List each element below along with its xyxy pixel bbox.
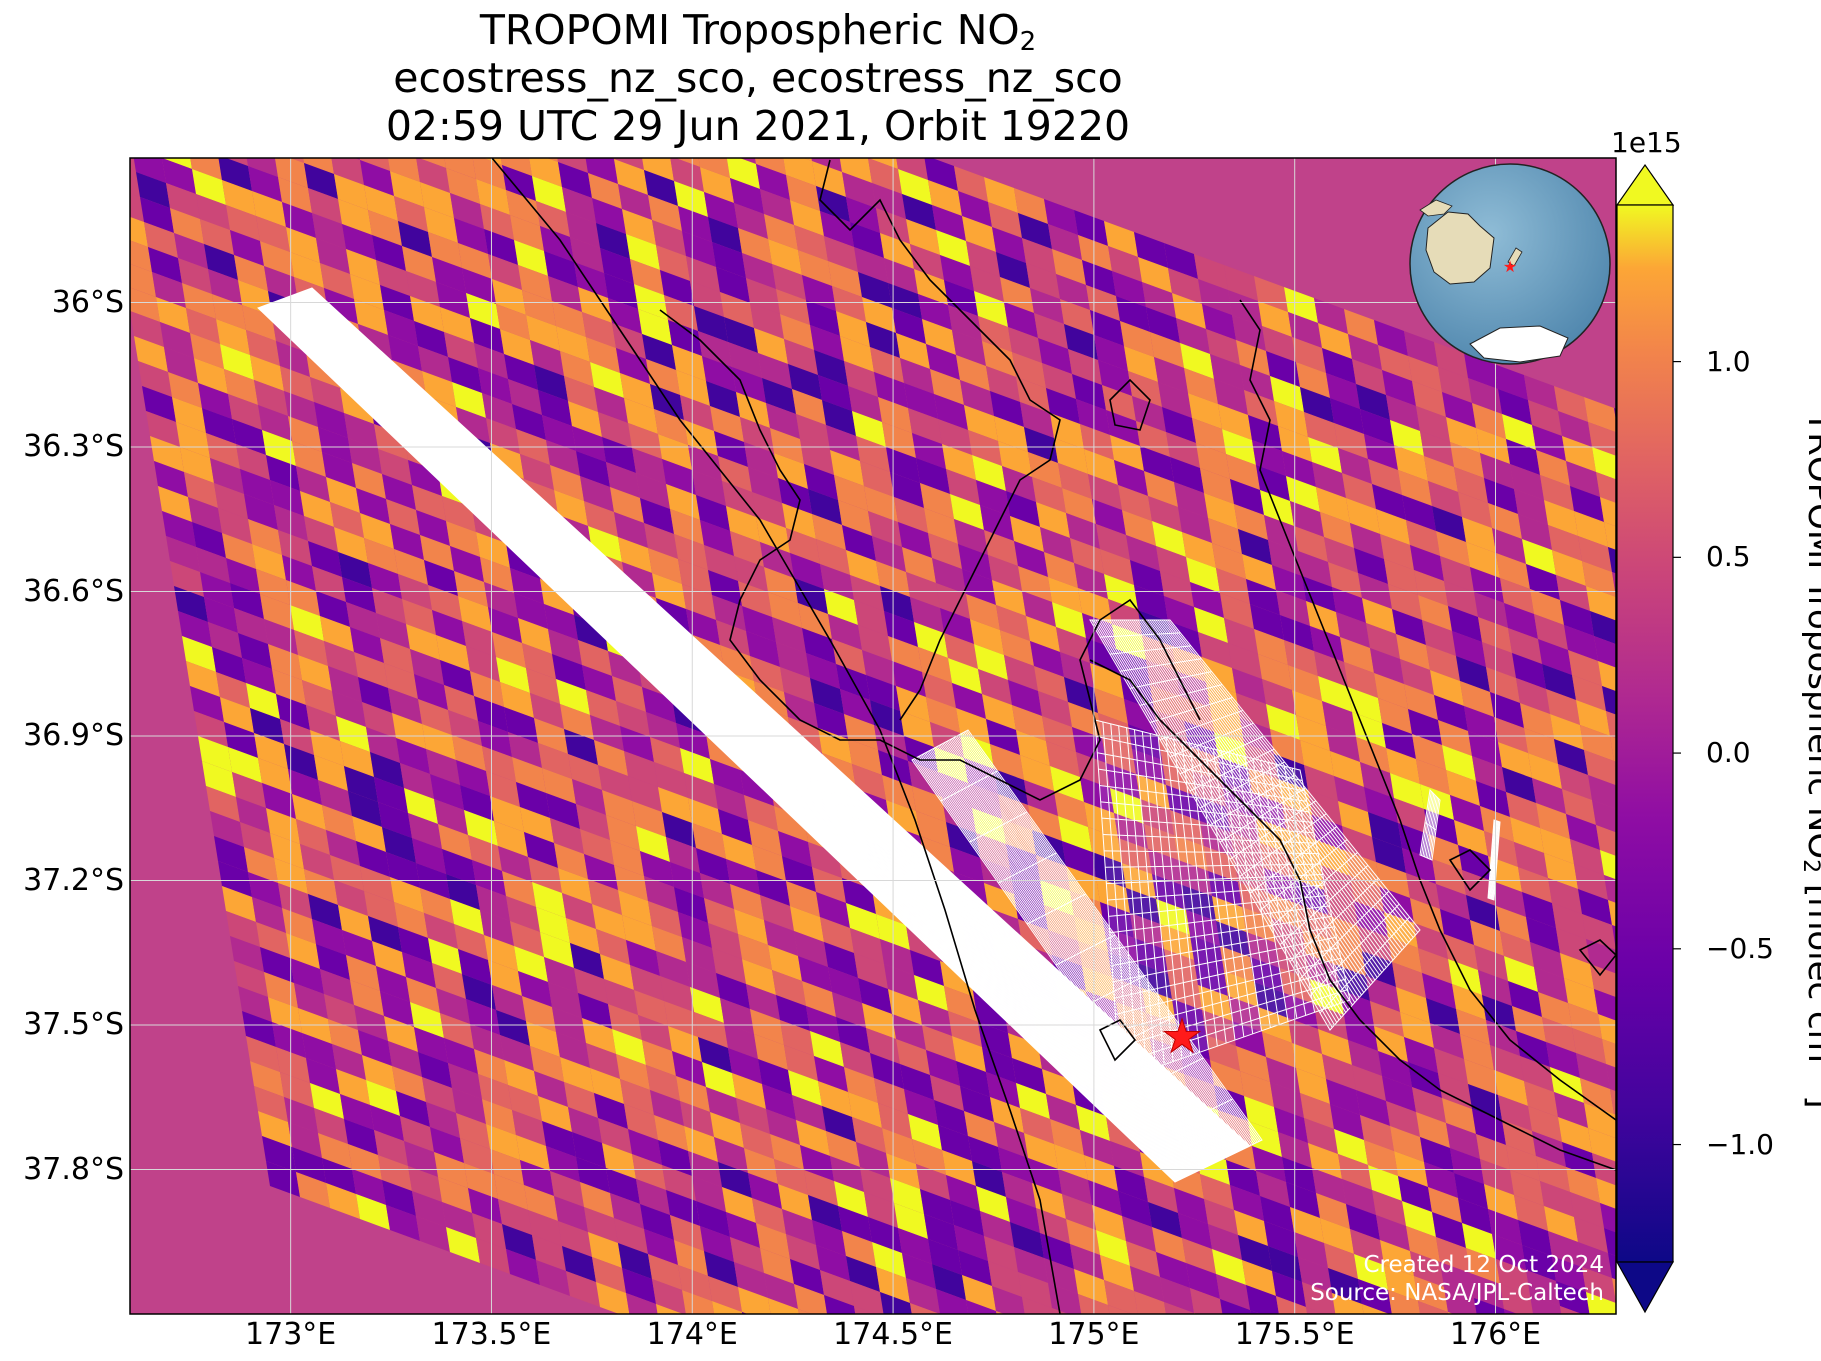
colorbar-label: TROPOMI Tropospheric NO2 [molec cm−2] [1798, 411, 1821, 1108]
colorbar-extend-max [1615, 163, 1675, 206]
lon-tick-label: 173.5°E [431, 1317, 552, 1352]
lon-tick-label: 176°E [1449, 1317, 1542, 1352]
colorbar-gradient [1616, 204, 1674, 1263]
lon-tick-label: 175.5°E [1234, 1317, 1355, 1352]
colorbar-tick-label: 1.0 [1706, 344, 1751, 378]
colorbar-tick-label: 0.5 [1706, 540, 1751, 574]
colorbar-tick-label: −1.0 [1706, 1127, 1774, 1161]
lon-tick-label: 174.5°E [833, 1317, 953, 1352]
map-frame [129, 157, 1617, 1315]
ecostress-footprint-overlay [257, 287, 1501, 1183]
lat-tick-label: 36°S [51, 284, 124, 320]
lon-tick-label: 173°E [245, 1317, 337, 1352]
lat-tick-label: 36.6°S [23, 573, 124, 609]
lat-tick-label: 37.5°S [23, 1007, 124, 1042]
source-credit: Source: NASA/JPL-Caltech [1310, 1280, 1604, 1306]
graticule [130, 158, 1616, 1314]
created-credit: Created 12 Oct 2024 [1363, 1252, 1604, 1278]
chart-subtitle-time: 02:59 UTC 29 Jun 2021, Orbit 19220 [385, 102, 1131, 150]
lat-tick-label: 37.2°S [23, 862, 124, 898]
colorbar [1615, 163, 1681, 1314]
colorbar-extend-min [1615, 1261, 1675, 1314]
colorbar-exponent: 1e15 [1611, 126, 1682, 159]
globe-icon: ★ [1409, 163, 1611, 365]
coastline [491, 158, 1616, 1314]
lon-tick-label: 174°E [646, 1317, 738, 1352]
chart-title: TROPOMI Tropospheric NO2 [479, 6, 1037, 57]
lat-tick-label: 37.8°S [23, 1151, 124, 1187]
lat-tick-label: 36.9°S [23, 718, 124, 753]
globe-marker-icon: ★ [1503, 257, 1517, 276]
colorbar-tick-label: 0.0 [1706, 736, 1751, 770]
colorbar-tick-label: −0.5 [1706, 931, 1774, 965]
chart-subtitle-targets: ecostress_nz_sco, ecostress_nz_sco [393, 54, 1123, 102]
lat-tick-label: 36.3°S [23, 429, 124, 464]
site-star-icon: ★ [1161, 1009, 1202, 1063]
lon-tick-label: 175°E [1048, 1317, 1140, 1352]
